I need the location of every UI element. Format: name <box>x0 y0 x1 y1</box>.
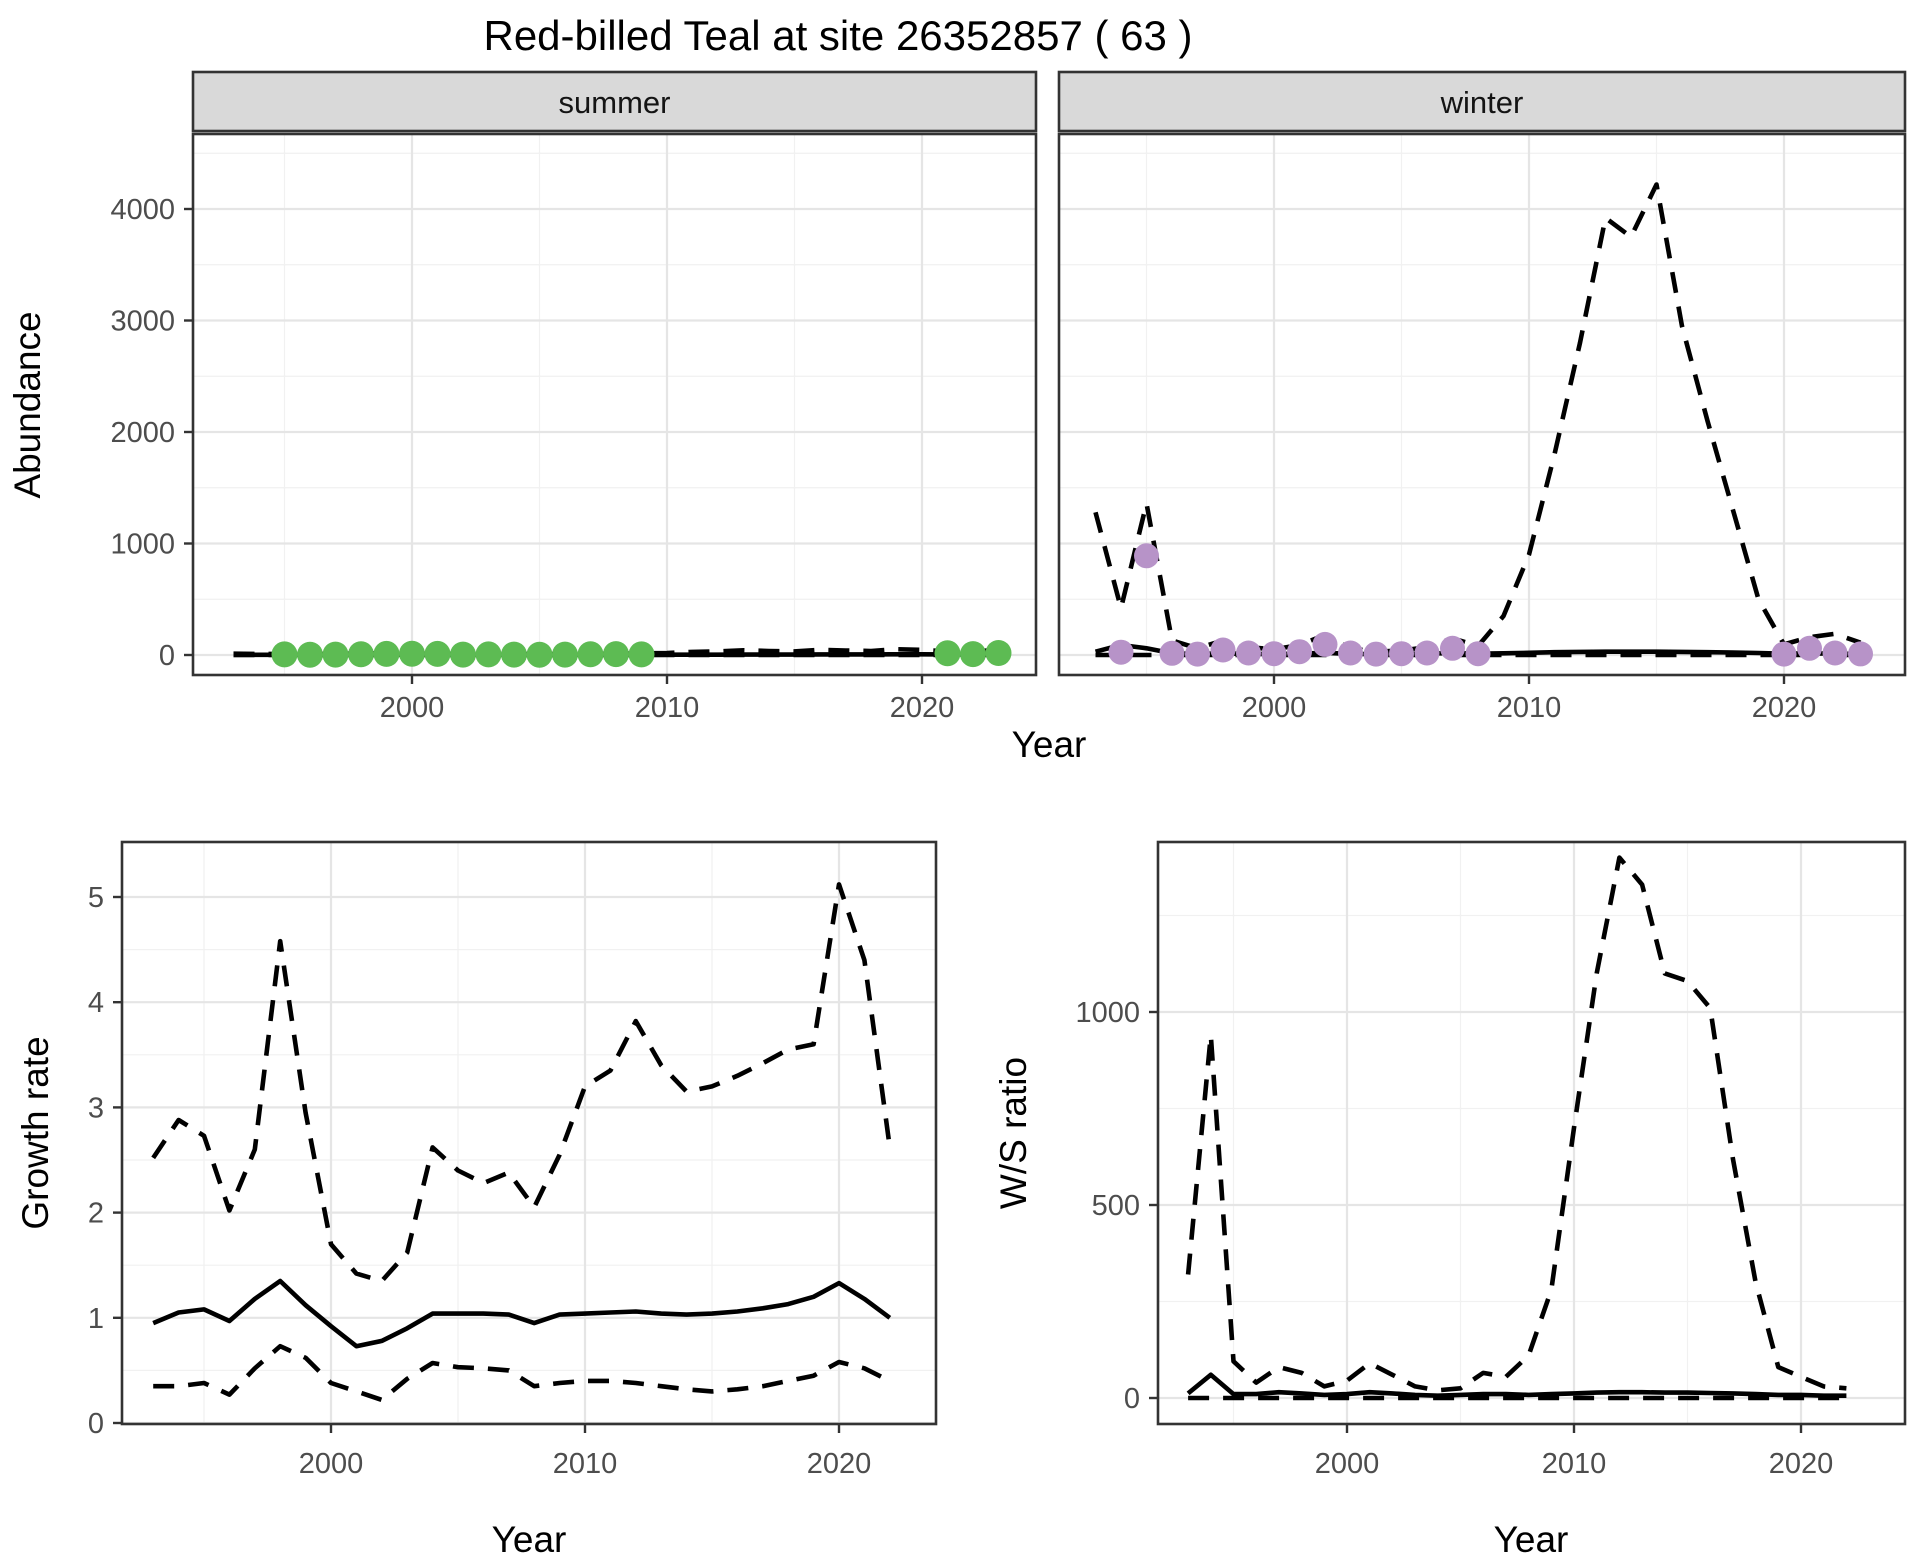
facet-strip-winter <box>1057 70 1907 133</box>
summer-observed_counts-point <box>526 641 553 668</box>
x-tick-label: 2020 <box>807 1448 872 1480</box>
summer-observed_counts-point <box>475 641 502 668</box>
summer-observed_counts-point <box>603 641 629 668</box>
winter-observed_counts-point <box>1465 641 1491 667</box>
x-tick-label: 2010 <box>1497 692 1562 724</box>
y-tick-label: 2 <box>88 1198 104 1230</box>
winter-observed_counts-point <box>1440 635 1465 661</box>
x-tick-label: 2000 <box>380 692 445 724</box>
winter-observed_counts-point <box>1312 631 1338 657</box>
series-estimate-line <box>1186 1372 1847 1398</box>
y-tick-label: 2000 <box>110 417 175 449</box>
winter-observed_counts-point <box>1210 637 1236 663</box>
y-tick-label: 1 <box>88 1303 104 1335</box>
winter-observed_counts-point <box>1159 640 1185 666</box>
summer-observed_counts-point <box>577 641 604 668</box>
axis-title-year-bottom-left: Year <box>492 1519 567 1560</box>
x-tick-label: 2000 <box>299 1448 364 1480</box>
winter-observed_counts-point <box>1389 641 1414 667</box>
x-tick-label: 2000 <box>1315 1448 1380 1480</box>
winter-observed_counts-point <box>1797 635 1822 661</box>
summer-observed_counts-point <box>934 640 961 667</box>
summer-observed_counts-point <box>399 640 425 667</box>
winter-observed_counts-point <box>1338 640 1363 666</box>
axis-title-ws-ratio: W/S ratio <box>993 1057 1034 1209</box>
y-tick-label: 500 <box>1092 1190 1140 1222</box>
panel-border <box>120 840 938 1426</box>
x-tick-label: 2020 <box>890 692 955 724</box>
summer-observed_counts-point <box>552 641 578 668</box>
axis-title-year-top: Year <box>1012 724 1087 765</box>
panel-abundance_summer: summer 2000 2010 2020 0 1000 2000 3000 4000 <box>110 70 1038 724</box>
facet-strip-label-winter: winter <box>1440 85 1524 120</box>
panel-background <box>193 134 1036 675</box>
x-tick-label: 2010 <box>1542 1448 1607 1480</box>
summer-observed_counts-point <box>322 641 349 668</box>
x-tick-label: 2020 <box>1769 1448 1834 1480</box>
panel-border <box>1057 132 1907 677</box>
facet-strip-label-summer: summer <box>559 85 671 120</box>
series-upper_ci-line <box>233 646 999 657</box>
axis-title-year-bottom-right: Year <box>1494 1519 1569 1560</box>
winter-observed_counts-point <box>1848 641 1873 667</box>
winter-observed_counts-point <box>1134 543 1159 569</box>
winter-observed_counts-point <box>1261 641 1287 667</box>
summer-observed_counts-point <box>450 641 476 668</box>
y-tick-label: 4000 <box>110 194 175 226</box>
winter-observed_counts-point <box>1363 641 1389 667</box>
summer-observed_counts-point <box>271 641 298 668</box>
x-tick-label: 2010 <box>553 1448 618 1480</box>
summer-observed_counts-point <box>985 640 1012 666</box>
y-tick-label: 5 <box>88 882 104 914</box>
winter-observed_counts-point <box>1185 641 1210 667</box>
y-tick-label: 0 <box>1124 1383 1140 1415</box>
facet-strip-summer <box>191 70 1038 133</box>
summer-observed_counts-point <box>297 641 323 668</box>
winter-observed_counts-point <box>1236 640 1261 666</box>
x-tick-label: 2000 <box>1242 692 1307 724</box>
panel-background <box>1059 134 1905 675</box>
x-tick-label: 2020 <box>1752 692 1817 724</box>
series-upper_ci-line <box>1185 855 1847 1393</box>
series-upper_ci-line <box>151 882 893 1284</box>
panel-background <box>1158 842 1905 1424</box>
axis-title-abundance: Abundance <box>7 311 48 498</box>
y-tick-label: 0 <box>88 1408 104 1440</box>
series-estimate-line <box>152 1278 892 1349</box>
x-tick-label: 2010 <box>635 692 700 724</box>
panel-border <box>191 132 1038 677</box>
y-tick-label: 0 <box>159 640 175 672</box>
winter-observed_counts-point <box>1108 639 1134 665</box>
panel-border <box>1156 840 1907 1426</box>
panel-abundance_winter: winter 2000 2010 2020 <box>1057 70 1907 724</box>
y-tick-label: 3000 <box>110 306 175 338</box>
panel-growth_rate: 2000 2010 2020 0 1 2 3 4 5 <box>88 840 938 1480</box>
plot-title: Red-billed Teal at site 26352857 ( 63 ) <box>483 12 1192 59</box>
winter-observed_counts-point <box>1771 641 1797 667</box>
summer-observed_counts-point <box>628 641 655 668</box>
winter-observed_counts-point <box>1287 639 1312 665</box>
summer-observed_counts-point <box>501 641 527 668</box>
y-tick-label: 1000 <box>1075 997 1140 1029</box>
y-tick-label: 4 <box>88 987 104 1019</box>
y-tick-label: 1000 <box>110 529 175 561</box>
summer-observed_counts-point <box>348 641 374 668</box>
summer-observed_counts-point <box>373 640 400 667</box>
winter-observed_counts-point <box>1822 640 1848 666</box>
summer-observed_counts-point <box>960 641 986 668</box>
y-tick-label: 3 <box>88 1092 104 1124</box>
axis-title-growth-rate: Growth rate <box>15 1036 56 1229</box>
series-lower_ci-line <box>153 1343 891 1403</box>
summer-observed_counts-point <box>424 640 451 667</box>
panel-ws_ratio: 2000 2010 2020 0 500 1000 <box>1075 840 1907 1480</box>
winter-observed_counts-point <box>1414 640 1440 666</box>
panel-background <box>122 842 936 1424</box>
